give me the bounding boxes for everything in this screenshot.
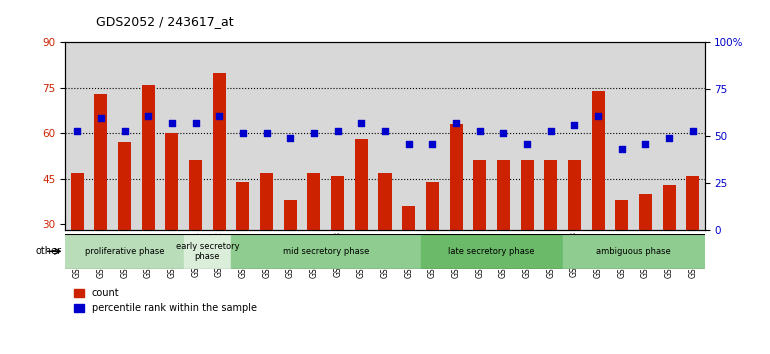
- Bar: [160, 42, 184, 230]
- Bar: [207, 42, 231, 230]
- Bar: [563, 42, 586, 230]
- Point: [166, 120, 178, 126]
- Bar: [567, 160, 581, 230]
- Text: proliferative phase: proliferative phase: [85, 247, 164, 256]
- Point: [237, 130, 249, 135]
- Bar: [89, 42, 112, 230]
- Bar: [539, 42, 563, 230]
- Point: [119, 128, 131, 133]
- Bar: [166, 133, 179, 230]
- Bar: [71, 173, 84, 230]
- Bar: [586, 42, 610, 230]
- Point: [95, 115, 107, 120]
- Bar: [118, 142, 131, 230]
- Text: other: other: [35, 246, 62, 256]
- Point: [615, 147, 628, 152]
- Point: [568, 122, 581, 128]
- Point: [663, 135, 675, 141]
- Point: [687, 128, 699, 133]
- Bar: [521, 160, 534, 230]
- Point: [213, 113, 226, 119]
- Text: late secretory phase: late secretory phase: [448, 247, 535, 256]
- Bar: [563, 234, 705, 269]
- Point: [592, 113, 604, 119]
- Point: [403, 141, 415, 147]
- Point: [355, 120, 367, 126]
- Bar: [402, 206, 415, 230]
- Bar: [189, 160, 203, 230]
- Bar: [213, 73, 226, 230]
- Bar: [255, 42, 279, 230]
- Bar: [544, 160, 557, 230]
- Point: [521, 141, 533, 147]
- Bar: [284, 200, 296, 230]
- Bar: [420, 42, 444, 230]
- Bar: [468, 42, 491, 230]
- Point: [426, 141, 438, 147]
- Point: [332, 128, 344, 133]
- Bar: [373, 42, 397, 230]
- Point: [544, 128, 557, 133]
- Bar: [355, 139, 368, 230]
- Bar: [231, 42, 255, 230]
- Bar: [450, 124, 463, 230]
- Bar: [65, 234, 184, 269]
- Point: [142, 113, 155, 119]
- Bar: [444, 42, 468, 230]
- Bar: [591, 91, 604, 230]
- Bar: [331, 176, 344, 230]
- Text: early secretory
phase: early secretory phase: [176, 242, 239, 261]
- Text: mid secretory phase: mid secretory phase: [283, 247, 369, 256]
- Point: [71, 128, 83, 133]
- Bar: [658, 42, 681, 230]
- Bar: [112, 42, 136, 230]
- Bar: [231, 234, 420, 269]
- Point: [474, 128, 486, 133]
- Bar: [515, 42, 539, 230]
- Bar: [681, 42, 705, 230]
- Bar: [95, 94, 108, 230]
- Bar: [326, 42, 350, 230]
- Bar: [491, 42, 515, 230]
- Bar: [474, 160, 486, 230]
- Bar: [65, 42, 89, 230]
- Bar: [662, 185, 675, 230]
- Bar: [686, 176, 699, 230]
- Point: [450, 120, 462, 126]
- Bar: [350, 42, 373, 230]
- Bar: [236, 182, 249, 230]
- Legend: count, percentile rank within the sample: count, percentile rank within the sample: [70, 285, 260, 317]
- Bar: [260, 173, 273, 230]
- Bar: [426, 182, 439, 230]
- Text: ambiguous phase: ambiguous phase: [596, 247, 671, 256]
- Point: [497, 130, 510, 135]
- Text: GDS2052 / 243617_at: GDS2052 / 243617_at: [96, 15, 234, 28]
- Bar: [610, 42, 634, 230]
- Bar: [184, 42, 207, 230]
- Bar: [279, 42, 302, 230]
- Bar: [497, 160, 510, 230]
- Bar: [142, 85, 155, 230]
- Point: [260, 130, 273, 135]
- Point: [639, 141, 651, 147]
- Point: [308, 130, 320, 135]
- Bar: [302, 42, 326, 230]
- Point: [284, 135, 296, 141]
- Bar: [634, 42, 658, 230]
- Bar: [136, 42, 160, 230]
- Bar: [307, 173, 320, 230]
- Point: [379, 128, 391, 133]
- Bar: [420, 234, 563, 269]
- Bar: [379, 173, 391, 230]
- Point: [189, 120, 202, 126]
- Bar: [184, 234, 231, 269]
- Bar: [397, 42, 420, 230]
- Bar: [639, 194, 652, 230]
- Bar: [615, 200, 628, 230]
